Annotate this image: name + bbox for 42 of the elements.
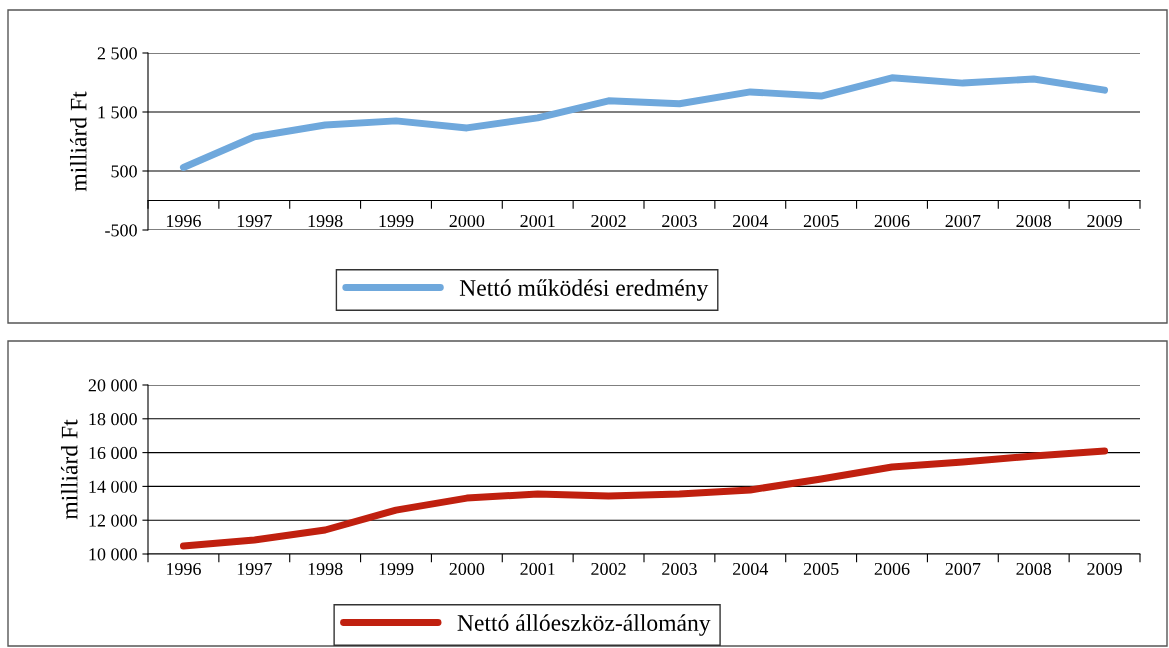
x-tick-label: 2008 [1016, 562, 1052, 576]
y-axis-title: milliárd Ft [69, 91, 87, 192]
x-tick-label: 1999 [379, 214, 414, 228]
x-tick-label: 1997 [237, 214, 272, 228]
y-tick-label: 10 000 [89, 548, 137, 561]
x-tick-label: 2005 [803, 214, 839, 228]
x-tick-label: 1999 [379, 562, 414, 576]
y-tick-label: 14 000 [89, 480, 137, 493]
y-tick-label: 12 000 [89, 514, 137, 527]
x-tick-label: 2001 [520, 214, 555, 228]
x-tick-label: 1998 [308, 562, 343, 576]
x-tick-label: 2009 [1087, 562, 1122, 576]
y-tick-label: -500 [105, 224, 137, 237]
y-axis-title: milliárd Ft [60, 419, 78, 520]
x-tick-label: 2003 [662, 214, 697, 228]
x-tick-label: 2002 [591, 562, 626, 576]
x-tick-label: 1996 [166, 214, 201, 228]
y-tick-label: 18 000 [89, 413, 137, 426]
x-tick-label: 1996 [166, 562, 201, 576]
x-tick-label: 2007 [945, 562, 981, 576]
legend-label: Nettó állóeszköz-állomány [457, 614, 711, 636]
y-tick-label: 500 [111, 165, 137, 178]
x-tick-label: 2004 [733, 214, 769, 228]
x-tick-label: 2009 [1087, 214, 1122, 228]
x-tick-label: 2007 [945, 214, 981, 228]
x-tick-label: 2003 [662, 562, 697, 576]
x-tick-label: 2006 [874, 562, 910, 576]
legend-label: Nettó működési eredmény [459, 279, 709, 301]
y-tick-label: 20 000 [88, 379, 137, 392]
x-tick-label: 2001 [520, 562, 555, 576]
x-tick-label: 2000 [449, 214, 485, 228]
x-tick-label: 1997 [237, 562, 272, 576]
x-tick-label: 2004 [733, 562, 769, 576]
x-tick-label: 2008 [1016, 214, 1052, 228]
y-tick-label: 16 000 [89, 446, 137, 460]
y-tick-label: 2 500 [97, 47, 137, 60]
x-tick-label: 2005 [803, 562, 839, 576]
x-tick-label: 2002 [591, 214, 626, 228]
y-tick-label: 1 500 [98, 106, 137, 119]
x-tick-label: 1998 [308, 214, 343, 228]
x-tick-label: 2006 [874, 214, 910, 228]
x-tick-label: 2000 [449, 562, 485, 576]
